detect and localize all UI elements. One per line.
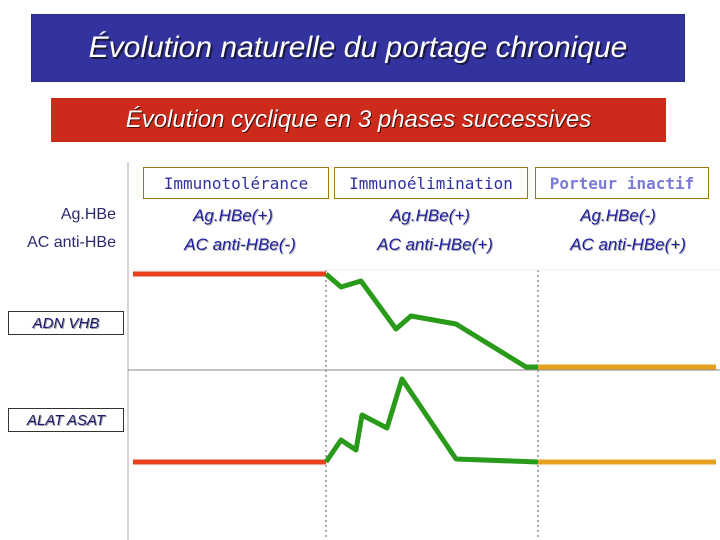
adn-vhb-label: ADN VHB (8, 311, 124, 335)
alat-phase2-line (323, 376, 539, 465)
marker-ag-hbe: Ag.HBe (60, 206, 116, 223)
title-banner: Évolution naturelle du portage chronique (31, 14, 685, 82)
phase2-ag-value: Ag.HBe(+) (390, 206, 470, 225)
phase3-ac-value: AC anti-HBe(+) (570, 235, 686, 254)
phase-header-immunotolerance: Immunotolérance (143, 167, 329, 199)
alat-asat-label: ALAT ASAT (8, 408, 124, 432)
phase-header-immunoelimination: Immunoélimination (334, 167, 528, 199)
phase1-ag-value: Ag.HBe(+) (193, 206, 273, 225)
subtitle-banner: Évolution cyclique en 3 phases successiv… (51, 98, 666, 142)
phase-header-porteur-inactif: Porteur inactif (535, 167, 709, 199)
title: Évolution naturelle du portage chronique (88, 31, 628, 64)
adn-phase2-line (324, 272, 538, 370)
subtitle: Évolution cyclique en 3 phases successiv… (125, 106, 592, 133)
marker-ac-anti-hbe: AC anti-HBe (27, 234, 116, 251)
phase1-ac-value: AC anti-HBe(-) (184, 235, 296, 254)
phase3-ag-value: Ag.HBe(-) (580, 206, 656, 225)
phase2-ac-value: AC anti-HBe(+) (377, 235, 493, 254)
